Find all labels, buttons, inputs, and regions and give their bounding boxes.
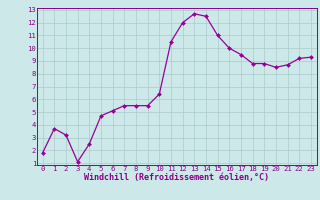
X-axis label: Windchill (Refroidissement éolien,°C): Windchill (Refroidissement éolien,°C) — [84, 173, 269, 182]
